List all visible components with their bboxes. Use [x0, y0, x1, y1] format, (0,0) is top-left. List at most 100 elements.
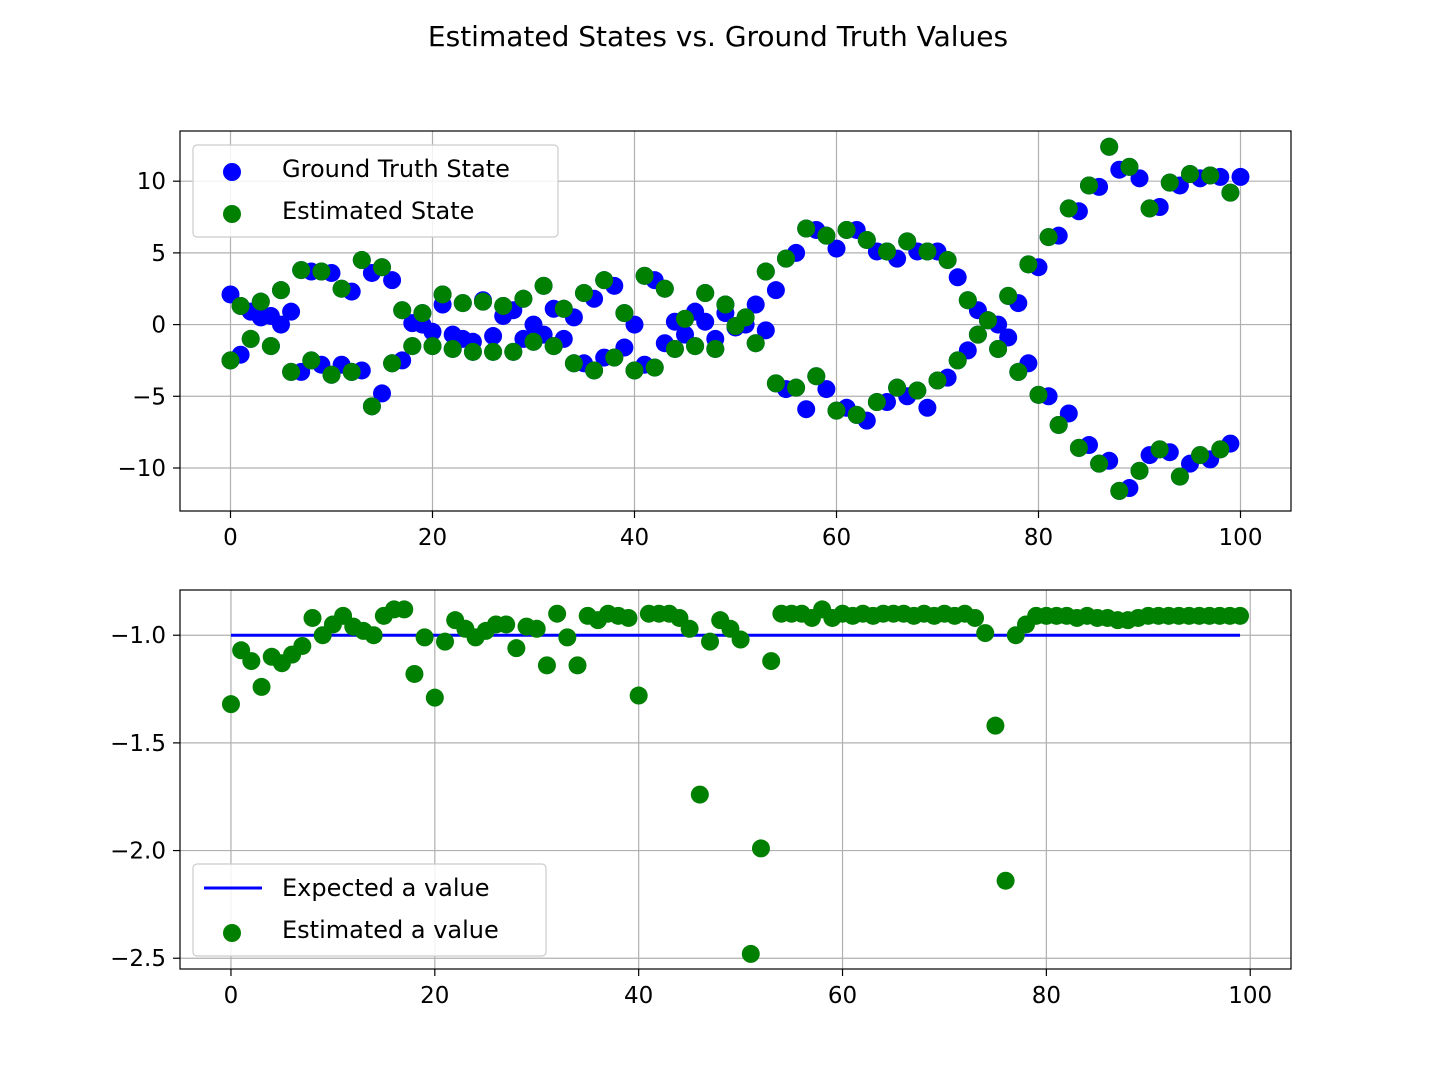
data-point — [741, 944, 760, 963]
data-point — [1221, 183, 1240, 202]
data-point — [928, 371, 947, 390]
data-point — [766, 281, 785, 300]
data-point — [1120, 157, 1139, 176]
x-tick-label: 80 — [1032, 983, 1061, 1009]
top-chart: 0 20 40 60 80 100 −10 −5 0 5 10 Ground Truth State E… — [117, 130, 1292, 551]
data-point — [966, 608, 985, 627]
x-tick-label: 40 — [624, 983, 653, 1009]
data-point — [847, 405, 866, 424]
legend-dot-marker — [223, 924, 241, 942]
axes-frame — [179, 130, 1292, 512]
data-point — [766, 374, 785, 393]
data-point — [251, 292, 270, 311]
data-point — [1231, 167, 1250, 186]
data-point — [996, 871, 1015, 890]
data-point — [948, 268, 967, 287]
data-point — [655, 279, 674, 298]
bottom-chart: 0 20 40 60 80 100 −2.5 −2.0 −1.5 −1.0 Expected a v… — [110, 589, 1292, 1009]
data-point — [443, 339, 462, 358]
data-point — [423, 322, 442, 341]
data-point — [393, 301, 412, 320]
data-point — [1100, 137, 1119, 156]
data-point — [514, 289, 533, 308]
data-point — [544, 337, 563, 356]
data-point — [383, 271, 402, 290]
data-point — [629, 686, 648, 705]
data-point — [797, 400, 816, 419]
data-point — [1039, 228, 1058, 247]
data-point — [497, 615, 516, 634]
data-point — [436, 632, 455, 651]
data-point — [968, 325, 987, 344]
data-point — [564, 354, 583, 373]
data-point — [665, 339, 684, 358]
data-point — [1140, 199, 1159, 218]
data-point — [484, 342, 503, 361]
data-point — [575, 284, 593, 303]
data-point — [756, 262, 775, 281]
data-point — [1150, 440, 1169, 459]
data-point — [332, 279, 351, 298]
data-point — [403, 337, 422, 356]
y-tick-label: 5 — [151, 241, 166, 267]
data-point — [1080, 176, 1098, 195]
data-point — [706, 339, 725, 358]
data-point — [534, 276, 553, 295]
data-point — [293, 636, 312, 655]
data-point — [1231, 606, 1250, 625]
legend-box — [192, 863, 547, 957]
data-point — [272, 315, 290, 334]
data-point — [827, 239, 846, 258]
y-tick-label: −10 — [117, 456, 166, 482]
data-point — [615, 304, 634, 323]
data-point — [242, 652, 261, 671]
data-point — [762, 652, 781, 671]
data-point — [888, 378, 907, 397]
data-point — [1090, 454, 1109, 473]
data-point — [537, 656, 556, 675]
data-point — [282, 302, 301, 321]
data-point — [696, 284, 715, 303]
data-point — [918, 242, 937, 261]
data-point — [463, 342, 482, 361]
data-point — [558, 628, 577, 647]
data-point — [425, 688, 444, 707]
data-point — [373, 258, 391, 277]
legend-box — [192, 144, 559, 238]
data-point — [362, 397, 381, 416]
plot-area — [221, 600, 1250, 963]
x-tick-label: 60 — [822, 525, 851, 551]
data-point — [1130, 461, 1149, 480]
data-point — [777, 249, 795, 268]
axes-frame — [179, 589, 1292, 970]
data-point — [958, 291, 977, 310]
data-point — [918, 398, 937, 417]
data-point — [1029, 385, 1048, 404]
data-point — [1019, 255, 1038, 274]
data-point — [241, 329, 260, 348]
legend-dot-marker — [223, 205, 241, 223]
data-point — [302, 351, 321, 370]
data-point — [787, 378, 806, 397]
data-point — [292, 261, 311, 280]
data-point — [645, 358, 664, 377]
data-point — [898, 232, 917, 251]
data-point — [756, 321, 775, 340]
data-point — [221, 351, 240, 370]
data-point — [383, 354, 402, 373]
data-point — [1191, 446, 1210, 465]
x-tick-label: 0 — [223, 525, 238, 551]
data-point — [731, 630, 750, 649]
data-point — [999, 286, 1018, 305]
data-point — [585, 361, 604, 380]
data-point — [746, 334, 765, 353]
data-point — [837, 220, 856, 239]
data-point — [1059, 199, 1078, 218]
data-point — [364, 626, 383, 645]
data-point — [507, 639, 526, 658]
legend: Expected a value Estimated a value — [192, 863, 547, 957]
legend-label: Ground Truth State — [282, 155, 510, 183]
data-point — [303, 608, 322, 627]
data-point — [231, 296, 250, 315]
x-tick-label: 20 — [420, 983, 449, 1009]
